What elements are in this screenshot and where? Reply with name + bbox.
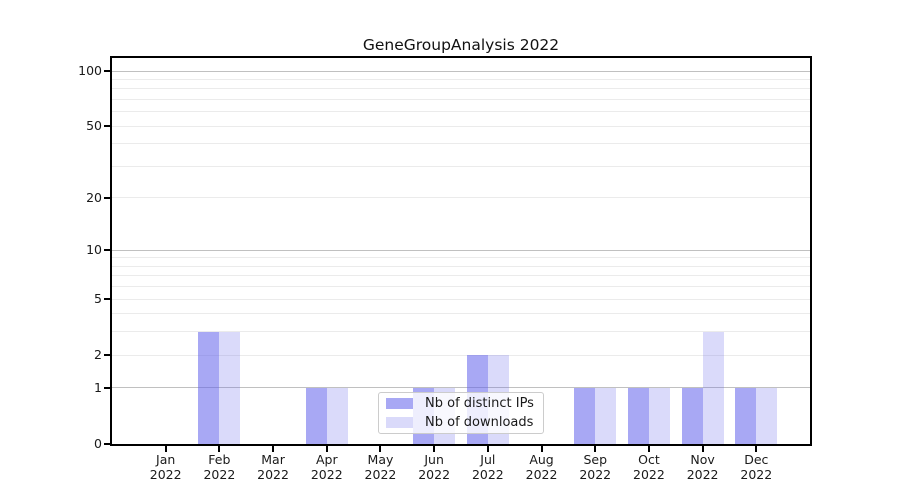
y-tick-label-20: 20 [86,189,102,205]
gridline-minor-2 [112,354,810,356]
legend-swatch-distinct-ips [386,398,413,410]
x-tick-jul [486,446,489,452]
legend-item-downloads: Nb of downloads [386,415,543,430]
y-tick-5 [104,298,110,301]
x-tick-label-oct: Oct 2022 [633,452,665,482]
x-tick-jun [433,446,436,452]
legend: Nb of distinct IPs Nb of downloads [378,392,544,434]
bar-nb-of-distinct-ips-apr [305,388,327,444]
legend-item-distinct-ips: Nb of distinct IPs [386,396,543,411]
y-tick-label-5: 5 [94,291,102,307]
gridline-minor-20 [112,197,810,199]
chart-title: GeneGroupAnalysis 2022 [362,36,560,54]
x-tick-label-jan: Jan 2022 [149,452,182,482]
y-axis-spine-right [810,56,812,446]
gridline-minor-8 [112,265,810,267]
y-tick-20 [104,196,110,199]
x-tick-sep [594,446,597,452]
gridline-minor-50 [112,125,810,127]
bar-nb-of-downloads-dec [756,388,778,444]
bar-nb-of-distinct-ips-dec [735,388,757,444]
bar-nb-of-downloads-oct [648,388,670,444]
x-tick-apr [325,446,328,452]
gridline-minor-90 [112,78,810,80]
x-tick-label-aug: Aug 2022 [525,452,558,482]
x-tick-feb [218,446,221,452]
gridline-minor-3 [112,331,810,333]
x-tick-aug [540,446,543,452]
y-tick-label-1: 1 [94,379,102,395]
x-axis-spine-bottom [110,444,812,446]
x-tick-label-jul: Jul 2022 [471,452,504,482]
gridline-major-100 [112,70,810,72]
bar-nb-of-distinct-ips-feb [198,332,220,444]
y-tick-label-10: 10 [86,242,102,258]
x-tick-mar [272,446,275,452]
plot-area [112,57,810,444]
legend-label-downloads: Nb of downloads [425,414,534,430]
x-tick-jan [164,446,167,452]
gridline-minor-6 [112,286,810,288]
y-tick-10 [104,249,110,252]
x-tick-nov [701,446,704,452]
x-tick-label-apr: Apr 2022 [310,452,343,482]
gridline-major-10 [112,249,810,251]
gridline-minor-30 [112,165,810,167]
gridline-minor-4 [112,313,810,315]
x-tick-dec [755,446,758,452]
gridline-minor-7 [112,275,810,277]
bar-nb-of-downloads-sep [595,388,617,444]
y-tick-100 [104,69,110,72]
bar-nb-of-distinct-ips-sep [574,388,596,444]
x-tick-label-sep: Sep 2022 [579,452,612,482]
y-tick-label-2: 2 [94,347,102,363]
gridline-minor-9 [112,257,810,259]
y-tick-0 [104,443,110,445]
bar-nb-of-downloads-nov [702,332,724,444]
y-axis-spine-left [110,56,112,446]
y-tick-2 [104,354,110,357]
y-tick-label-50: 50 [86,118,102,134]
y-tick-label-100: 100 [78,62,102,78]
gridline-minor-5 [112,298,810,300]
x-tick-label-may: May 2022 [364,452,397,482]
legend-swatch-downloads [386,416,413,428]
x-axis-spine-top [110,56,812,58]
bar-nb-of-distinct-ips-oct [627,388,649,444]
gridline-minor-80 [112,88,810,90]
gridline-minor-60 [112,111,810,113]
y-tick-label-0: 0 [94,436,102,451]
bar-nb-of-downloads-feb [219,332,241,444]
y-tick-1 [104,386,110,389]
gridline-major-1 [112,387,810,389]
legend-label-distinct-ips: Nb of distinct IPs [425,396,534,412]
x-tick-label-dec: Dec 2022 [740,452,773,482]
x-tick-label-mar: Mar 2022 [257,452,289,482]
bar-nb-of-downloads-apr [326,388,348,444]
gridline-minor-70 [112,98,810,100]
x-tick-label-jun: Jun 2022 [418,452,451,482]
x-tick-label-feb: Feb 2022 [203,452,236,482]
x-tick-label-nov: Nov 2022 [686,452,719,482]
x-tick-may [379,446,382,452]
bar-nb-of-distinct-ips-nov [681,388,703,444]
y-tick-50 [104,125,110,128]
x-tick-oct [647,446,650,452]
gridline-minor-40 [112,143,810,145]
